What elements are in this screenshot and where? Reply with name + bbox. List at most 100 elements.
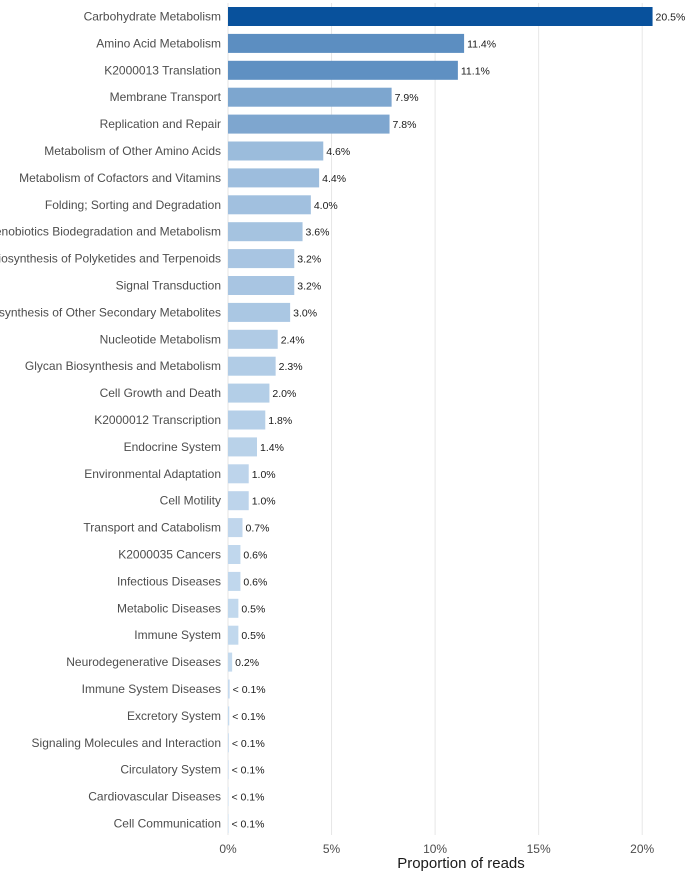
category-label: Cell Communication [114,817,221,831]
bar [228,195,311,215]
value-label: 2.3% [279,361,303,373]
x-tick-label: 5% [323,842,341,856]
bar [228,7,653,26]
bar [228,114,390,134]
bar [228,545,241,564]
value-label: 3.2% [297,254,321,266]
value-label: 0.6% [243,576,267,588]
bar [228,276,295,295]
bar [228,302,291,322]
bar [228,249,295,269]
value-label: 0.2% [235,657,259,669]
value-label: 1.0% [252,496,276,508]
x-axis-title: Proportion of reads [397,855,525,872]
bar [228,760,229,780]
category-label: Biosynthesis of Other Secondary Metaboli… [0,305,221,319]
category-label: K2000013 Translation [104,63,221,77]
category-label: Circulatory System [120,763,221,777]
bar [228,410,266,430]
category-label: Glycan Biosynthesis and Metabolism [25,359,221,373]
bar [228,491,249,511]
category-label: Immune System Diseases [82,682,221,696]
bar [228,87,392,107]
bar [228,168,320,188]
value-label: 4.4% [322,173,346,185]
category-label: Cell Growth and Death [100,386,221,400]
value-label: 1.4% [260,442,284,454]
category-label: Carbohydrate Metabolism [84,10,221,24]
bar [228,141,324,161]
value-label: < 0.1% [233,684,266,696]
category-label: Immune System [134,628,221,642]
category-label: Infectious Diseases [117,574,221,588]
bar [228,814,229,833]
x-tick-labels: 0% 5% 10% 15% 20% [219,842,654,856]
value-label: 0.7% [245,523,269,535]
value-labels: 20.5% 11.4% 11.1% 7.9% 7.8% 4.6% 4.4% 4.0% 3.6% 3… [232,12,685,831]
value-label: < 0.1% [232,711,265,723]
bar [228,652,233,672]
bar [228,356,276,376]
x-tick-label: 20% [630,842,654,856]
bar [228,518,243,538]
bar [228,222,303,242]
category-label: K2000035 Cancers [118,548,221,562]
category-label: Xenobiotics Biodegradation and Metabolis… [0,225,221,239]
category-label: Metabolism of Cofactors and Vitamins [19,171,221,185]
category-label: Endocrine System [124,440,221,454]
value-label: < 0.1% [232,765,265,777]
category-label: Biosynthesis of Polyketides and Terpenoi… [0,252,221,266]
value-label: 0.5% [241,630,265,642]
category-label: Replication and Repair [100,117,221,131]
category-label: Excretory System [127,709,221,723]
category-label: Signal Transduction [116,279,221,293]
category-label: Nucleotide Metabolism [100,332,221,346]
bar [228,625,239,645]
category-label: Folding; Sorting and Degradation [45,198,221,212]
category-label: Amino Acid Metabolism [96,36,221,50]
value-label: 11.1% [461,65,490,77]
value-label: 0.6% [243,550,267,562]
category-label: Metabolic Diseases [117,601,221,615]
bar [228,383,270,403]
category-label: K2000012 Transcription [94,413,221,427]
x-tick-label: 15% [527,842,551,856]
bar [228,464,249,484]
category-label: Cell Motility [160,494,221,508]
category-label: Transport and Catabolism [83,521,221,535]
x-tick-label: 0% [219,842,237,856]
bar [228,437,257,457]
value-label: 7.8% [393,119,417,131]
value-label: 2.0% [272,388,296,400]
category-label: Environmental Adaptation [84,467,221,481]
value-label: < 0.1% [232,792,265,804]
value-label: 7.9% [395,92,419,104]
bar [228,33,465,53]
value-label: 1.8% [268,415,292,427]
category-label: Membrane Transport [110,90,222,104]
value-label: 11.4% [467,38,496,50]
value-label: 3.0% [293,307,317,319]
category-label: Cardiovascular Diseases [88,790,221,804]
bar [228,329,278,349]
bar [228,787,229,807]
value-label: 3.6% [306,227,330,239]
bars [228,7,653,833]
value-label: 4.0% [314,200,338,212]
value-label: 1.0% [252,469,276,481]
value-label: < 0.1% [232,738,265,750]
category-label: Signaling Molecules and Interaction [32,736,221,750]
category-label: Neurodegenerative Diseases [66,655,221,669]
value-label: 2.4% [281,334,305,346]
value-label: 3.2% [297,281,321,293]
bar [228,571,241,591]
value-label: 0.5% [241,603,265,615]
bar [228,706,230,726]
bar [228,60,458,80]
bar [228,679,230,699]
value-label: < 0.1% [232,819,265,831]
x-tick-label: 10% [423,842,447,856]
bar [228,733,229,753]
bar [228,598,239,618]
